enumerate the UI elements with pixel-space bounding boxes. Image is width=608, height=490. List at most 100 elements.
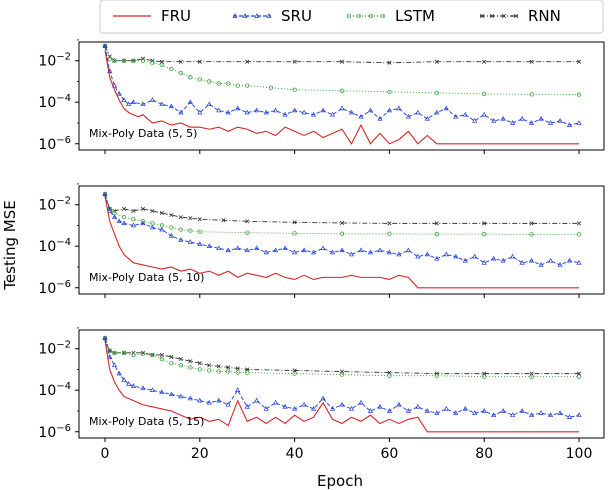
panel-3: 10−6 10−4 10−2 0 20 40 60 80 100 Mix-Poly Data (5… — [38, 327, 605, 462]
data-point-sru — [557, 410, 563, 415]
data-point-sru — [386, 408, 392, 413]
x-tick-label: 60 — [380, 446, 398, 462]
data-point-sru — [491, 412, 497, 417]
data-point-rnn — [529, 371, 534, 376]
data-point-rnn — [529, 221, 534, 226]
data-point-sru — [216, 397, 222, 403]
data-point-rnn — [292, 220, 297, 225]
y-tick-label: 10−4 — [38, 93, 71, 111]
data-point-sru — [396, 401, 402, 407]
data-point-sru — [424, 251, 430, 257]
data-point-sru — [187, 395, 193, 401]
data-point-sru — [197, 241, 203, 246]
data-point-lstm — [216, 369, 221, 374]
data-point-sru — [159, 226, 165, 232]
data-point-lstm — [112, 58, 117, 63]
data-point-sru — [187, 99, 193, 104]
data-point-rnn — [245, 219, 250, 224]
data-point-sru — [510, 253, 516, 259]
data-point-sru — [500, 408, 506, 413]
x-tick-label: 40 — [286, 446, 304, 462]
data-point-lstm — [245, 370, 250, 375]
data-point-rnn — [159, 59, 164, 64]
data-point-lstm — [107, 56, 112, 61]
data-point-sru — [405, 113, 411, 119]
data-point-sru — [405, 408, 411, 413]
series-line-rnn — [104, 45, 579, 64]
data-point-rnn — [482, 371, 487, 376]
data-point-lstm — [107, 206, 112, 211]
data-point-lstm — [112, 350, 117, 355]
data-point-sru — [510, 120, 516, 125]
data-point-rnn — [339, 369, 345, 374]
data-point-sru — [367, 107, 374, 113]
data-point-sru — [339, 105, 345, 111]
data-point-rnn — [576, 221, 582, 226]
data-point-rnn — [197, 217, 202, 222]
series-sru — [102, 43, 582, 127]
data-point-sru — [263, 406, 269, 411]
legend-entry-lstm: LSTM — [346, 7, 435, 25]
data-point-sru — [107, 208, 113, 213]
data-point-sru — [329, 249, 336, 255]
data-point-lstm — [150, 60, 155, 65]
data-point-sru — [481, 259, 487, 265]
data-point-sru — [225, 401, 231, 407]
data-point-sru — [102, 335, 108, 341]
data-point-sru — [329, 111, 336, 117]
data-point-lstm — [434, 373, 439, 378]
data-point-sru — [263, 109, 269, 115]
data-point-sru — [126, 381, 132, 386]
series-sru — [102, 191, 582, 267]
data-point-sru — [510, 412, 516, 417]
series-lstm — [102, 192, 582, 237]
y-tick-label: 10−4 — [38, 381, 71, 399]
data-point-sru — [168, 391, 174, 397]
y-tick-label: 10−6 — [38, 423, 71, 441]
y-axis-label: Testing MSE — [1, 200, 19, 290]
data-point-rnn — [387, 370, 392, 375]
data-point-sru — [377, 115, 383, 121]
series-sru — [102, 335, 582, 419]
data-point-lstm — [131, 58, 136, 63]
data-point-sru — [197, 397, 203, 403]
data-point-sru — [168, 232, 174, 238]
data-point-sru — [339, 247, 345, 253]
data-point-sru — [116, 370, 122, 376]
data-point-sru — [225, 247, 231, 253]
data-point-sru — [462, 257, 468, 263]
data-point-lstm — [245, 230, 250, 235]
data-point-lstm — [235, 370, 240, 375]
data-point-sru — [538, 262, 544, 267]
data-point-sru — [472, 118, 478, 123]
data-point-sru — [273, 399, 279, 405]
data-point-rnn — [482, 221, 487, 226]
data-point-sru — [254, 107, 260, 113]
data-point-sru — [453, 113, 459, 119]
data-point-rnn — [188, 216, 193, 221]
data-point-sru — [434, 255, 440, 261]
legend-marker — [254, 13, 260, 18]
data-point-sru — [282, 111, 288, 117]
data-point-rnn — [434, 59, 439, 64]
panel-label: Mix-Poly Data (5, 15) — [89, 415, 204, 428]
legend-marker — [479, 13, 485, 19]
data-point-rnn — [197, 361, 202, 366]
data-point-lstm — [482, 374, 487, 379]
series-line-sru — [104, 338, 580, 418]
data-point-sru — [282, 245, 288, 251]
data-point-lstm — [576, 232, 582, 237]
y-tick-label: 10−2 — [38, 340, 71, 358]
data-point-sru — [149, 387, 155, 392]
data-point-lstm — [159, 356, 165, 362]
x-tick-label: 20 — [191, 446, 209, 462]
data-point-sru — [301, 401, 307, 407]
data-point-sru — [576, 259, 582, 265]
data-point-sru — [206, 101, 212, 107]
data-point-lstm — [159, 62, 165, 67]
data-point-sru — [443, 105, 449, 111]
legend-entry-sru: SRU — [232, 7, 312, 25]
data-point-rnn — [235, 366, 240, 371]
data-point-lstm — [292, 231, 297, 236]
data-point-sru — [500, 115, 506, 121]
